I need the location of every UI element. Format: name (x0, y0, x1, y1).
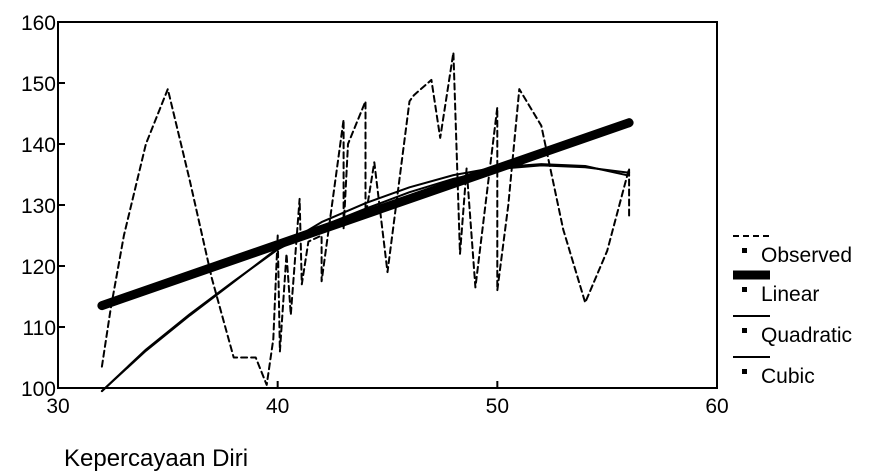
x-tick-label: 40 (266, 395, 289, 418)
series-line-observed (100, 51, 631, 386)
y-tick-label: 100 (21, 378, 56, 401)
y-tick-label: 110 (23, 317, 56, 340)
legend-bullet (742, 369, 747, 374)
y-tick-label: 120 (21, 256, 56, 279)
x-axis-label: Kepercayaan Diri (64, 445, 248, 472)
legend-bullet (742, 287, 747, 292)
series-line-cubic (100, 164, 631, 393)
legend-bullet (742, 328, 747, 333)
series-layer (97, 51, 634, 393)
legend-label-observed: Observed (761, 244, 852, 267)
x-tick-label: 30 (46, 395, 69, 418)
x-tick-label: 50 (486, 395, 509, 418)
legend-label-linear: Linear (761, 283, 819, 306)
y-tick-label: 130 (21, 195, 56, 218)
y-tick-label: 150 (21, 73, 56, 96)
x-tick-label: 60 (705, 395, 728, 418)
x-axis-ticks: 30 40 50 60 (46, 381, 729, 418)
y-axis-ticks: 100 110 120 130 140 150 160 (21, 12, 65, 401)
legend-bullet (742, 248, 747, 253)
legend-label-cubic: Cubic (761, 365, 815, 388)
y-tick-label: 140 (21, 134, 56, 157)
series-line-linear (97, 118, 634, 311)
y-tick-label: 160 (21, 12, 56, 35)
legend: Observed Linear Quadratic Cubic (733, 235, 852, 388)
legend-label-quadratic: Quadratic (761, 324, 852, 347)
